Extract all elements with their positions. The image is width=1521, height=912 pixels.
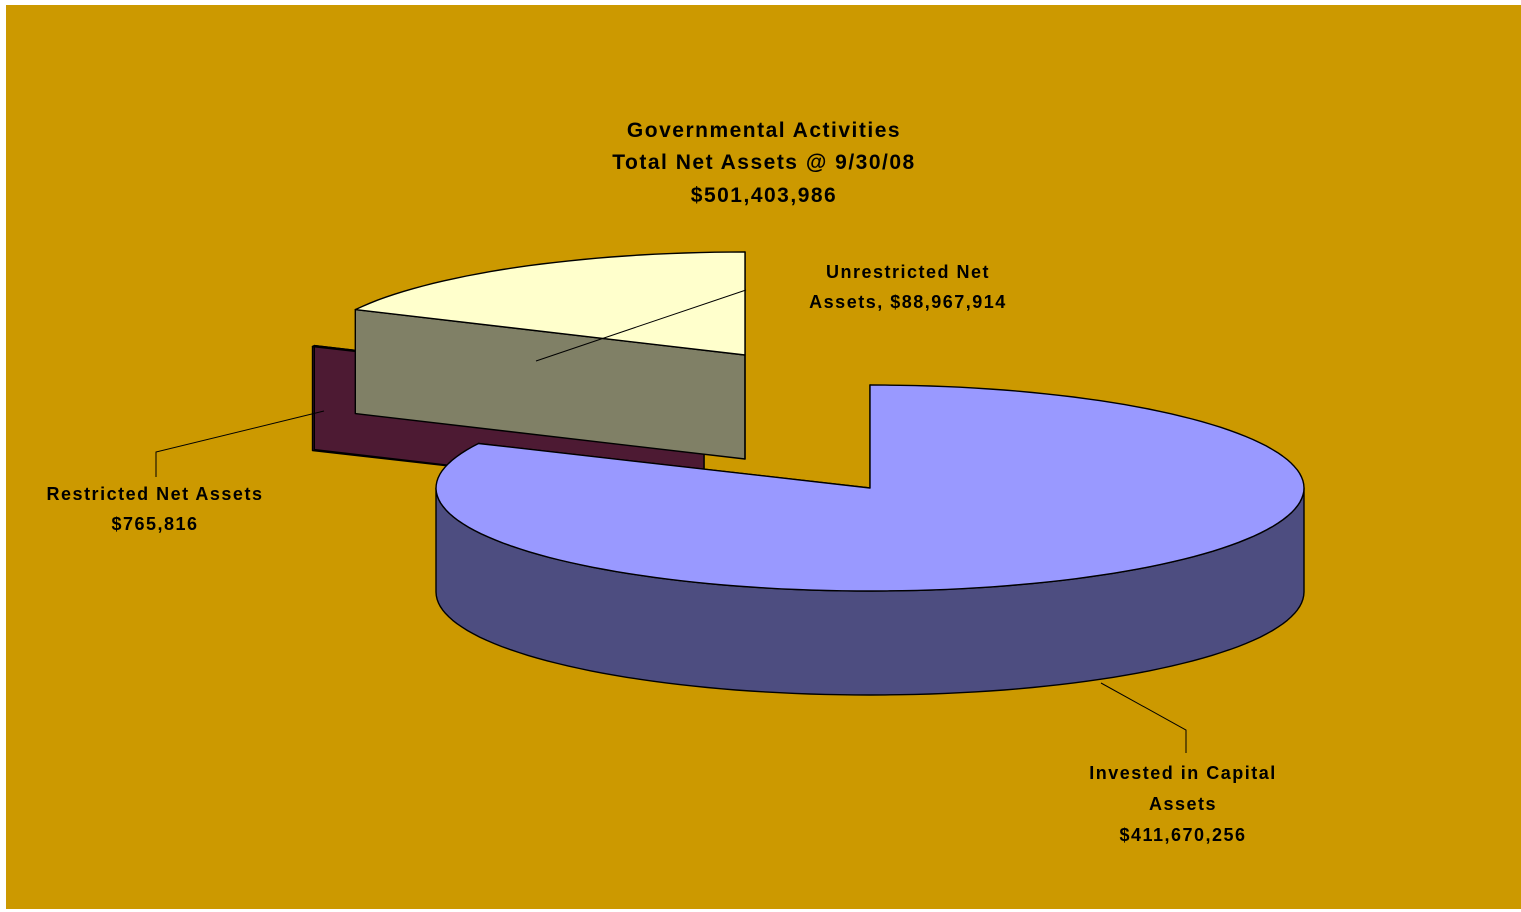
chart-title-line-2: Total Net Assets @ 9/30/08 <box>612 151 915 174</box>
chart-area: Governmental Activities Total Net Assets… <box>6 5 1521 909</box>
pie-slice-invested <box>435 384 1305 696</box>
slice-label-invested-line-3: $411,670,256 <box>1119 825 1246 845</box>
slice-label-unrestricted-line-1: Unrestricted Net <box>826 262 990 282</box>
leader-line-restricted <box>155 410 325 477</box>
slice-label-invested-line-2: Assets <box>1149 794 1217 814</box>
slice-label-restricted-line-2: $765,816 <box>111 514 198 534</box>
slice-label-invested-line-1: Invested in Capital <box>1089 763 1277 783</box>
pie-slice-unrestricted <box>354 251 746 460</box>
chart-title-line-3: $501,403,986 <box>691 184 837 207</box>
chart-title-line-1: Governmental Activities <box>627 119 901 142</box>
pie-slice-invested-top <box>435 384 1305 592</box>
leader-line-invested <box>1100 682 1187 753</box>
pie-slice-unrestricted-top <box>354 251 746 356</box>
slice-label-unrestricted-line-2: Assets, $88,967,914 <box>809 292 1007 312</box>
pie-chart-svg: Governmental Activities Total Net Assets… <box>6 5 1521 909</box>
slice-label-restricted-line-1: Restricted Net Assets <box>47 484 264 504</box>
leader-line-unrestricted <box>535 289 747 362</box>
